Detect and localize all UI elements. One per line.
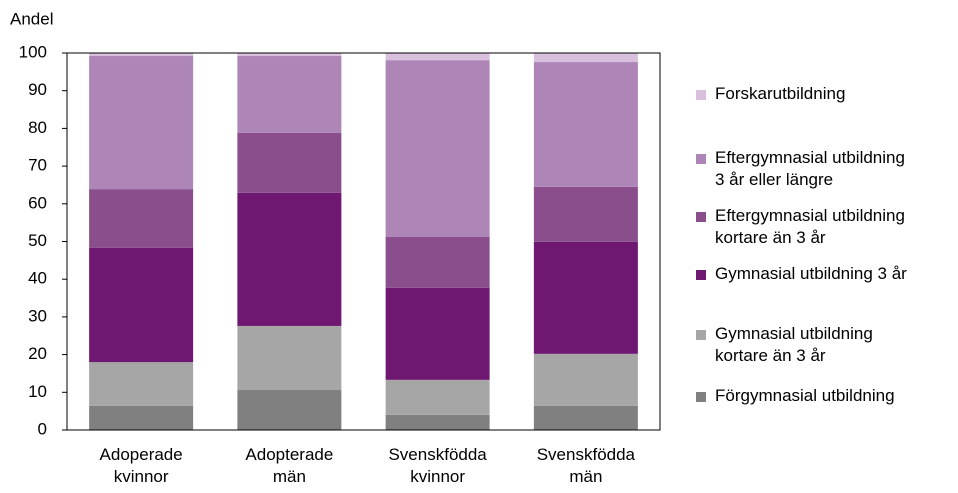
bar-segment [533, 53, 638, 63]
y-tick-label: 30 [28, 306, 47, 325]
bar-segment [237, 56, 342, 133]
legend-label: Forskarutbildning [715, 84, 845, 103]
bar-segment [237, 53, 342, 57]
x-tick-label: Svenskfödda kvinnor [388, 445, 487, 486]
bar-segment [533, 241, 638, 354]
bar-segment [89, 53, 194, 57]
y-tick-label: 80 [28, 118, 47, 137]
legend-label: Gymnasial utbildning 3 år [715, 264, 907, 283]
bar-segment [89, 362, 194, 406]
y-tick-label: 20 [28, 344, 47, 363]
legend-label: Eftergymnasial utbildning 3 år eller läng… [715, 148, 905, 189]
bar-segment [385, 414, 490, 430]
y-axis-label: Andel [10, 9, 53, 28]
bar-segment [89, 56, 194, 190]
bar-segment [533, 62, 638, 187]
bar-segment [385, 60, 490, 237]
y-tick-label: 0 [38, 419, 47, 438]
bar-segment [533, 186, 638, 242]
bar-segment [89, 189, 194, 248]
x-tick-label: Svenskfödda män [537, 445, 636, 486]
bar-segment [385, 379, 490, 415]
bar-segment [385, 53, 490, 61]
legend-swatch [696, 154, 706, 164]
legend-label: Förgymnasial utbildning [715, 386, 895, 405]
legend-swatch [696, 90, 706, 100]
bar-segment [237, 325, 342, 391]
bar-segment [237, 390, 342, 430]
y-tick-label: 40 [28, 269, 47, 288]
bar-segment [533, 405, 638, 430]
y-tick-label: 60 [28, 193, 47, 212]
y-tick-label: 10 [28, 382, 47, 401]
legend-swatch [696, 212, 706, 222]
y-tick-label: 90 [28, 80, 47, 99]
bar-segment [533, 353, 638, 406]
plot-frame [66, 52, 661, 431]
bar-segment [385, 287, 490, 380]
legend-label: Gymnasial utbildning kortare än 3 år [715, 324, 873, 365]
legend-swatch [696, 330, 706, 340]
bar-segment [385, 236, 490, 288]
bar-segment [237, 192, 342, 326]
y-tick-label: 50 [28, 231, 47, 250]
bar-segment [237, 132, 342, 193]
legend-swatch [696, 392, 706, 402]
x-tick-label: Adopterade män [245, 445, 333, 486]
x-tick-label: Adoperade kvinnor [100, 445, 183, 486]
y-tick-label: 100 [19, 42, 47, 61]
bar-segment [89, 405, 194, 430]
legend-swatch [696, 270, 706, 280]
bar-segment [89, 247, 194, 363]
legend-label: Eftergymnasial utbildning kortare än 3 år [715, 206, 905, 247]
y-tick-label: 70 [28, 156, 47, 175]
